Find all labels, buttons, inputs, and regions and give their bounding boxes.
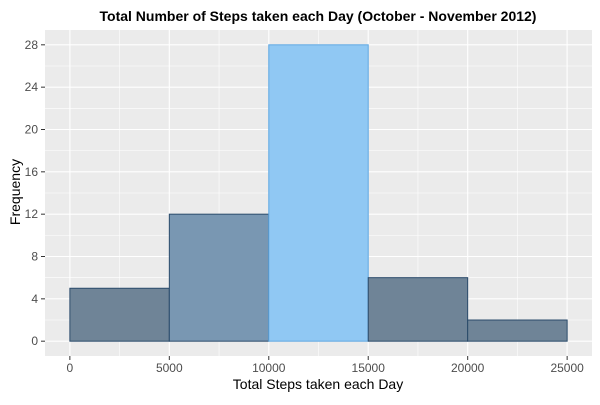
y-tick-label: 16 (25, 165, 39, 179)
y-tick-label: 20 (25, 122, 39, 136)
x-tick-label: 10000 (252, 361, 286, 375)
chart-title: Total Number of Steps taken each Day (Oc… (100, 8, 537, 24)
x-tick-label: 5000 (156, 361, 183, 375)
x-tick-label: 20000 (451, 361, 485, 375)
histogram-bar-1 (168, 213, 270, 342)
x-axis-title: Total Steps taken each Day (233, 376, 403, 392)
y-tick-label: 4 (31, 292, 38, 306)
y-tick-label: 0 (31, 334, 38, 348)
y-axis-title: Frequency (7, 159, 23, 225)
y-tick-label: 12 (25, 207, 39, 221)
x-tick-label: 15000 (352, 361, 386, 375)
histogram-bar-2 (268, 44, 369, 342)
histogram-bar-3 (367, 277, 469, 342)
y-tick-label: 28 (25, 38, 39, 52)
histogram-bar-4 (467, 319, 568, 342)
histogram-bar-0 (69, 287, 170, 342)
y-tick-label: 24 (25, 80, 39, 94)
y-tick-label: 8 (31, 250, 38, 264)
x-tick-label: 25000 (550, 361, 584, 375)
x-tick-label: 0 (67, 361, 74, 375)
